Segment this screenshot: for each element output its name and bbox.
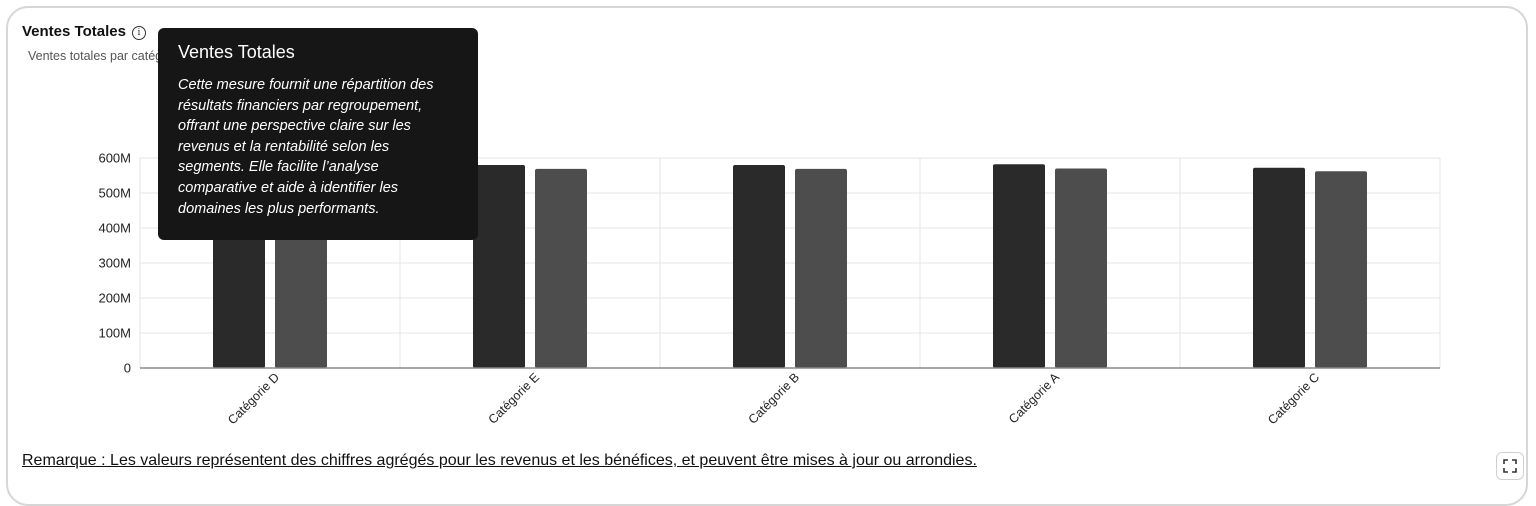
bar (535, 168, 587, 368)
y-tick-label: 100M (98, 326, 131, 341)
chart-title: Ventes Totales (22, 22, 126, 40)
expand-icon (1503, 459, 1517, 473)
title-row: Ventes Totales i (22, 22, 146, 40)
tooltip-title: Ventes Totales (178, 42, 295, 62)
expand-button[interactable] (1496, 452, 1524, 480)
x-tick-label: Catégorie D (225, 370, 282, 427)
y-tick-label: 600M (98, 151, 131, 166)
bar (993, 164, 1045, 368)
info-tooltip: Ventes Totales Cette mesure fournit une … (158, 28, 478, 240)
bar-chart: 0 100M 200M 300M 400M 500M 600M Catégorie D Caté… (98, 151, 1441, 427)
bar (473, 165, 525, 368)
x-tick-label: Catégorie A (1006, 370, 1063, 427)
y-tick-label: 400M (98, 221, 131, 236)
y-tick-label: 300M (98, 256, 131, 271)
bar (1055, 168, 1107, 368)
chart-subtitle: Ventes totales par catégorie (28, 49, 183, 63)
bar (733, 165, 785, 368)
y-tick-label: 200M (98, 291, 131, 306)
footnote: Remarque : Les valeurs représentent des … (22, 452, 977, 469)
bar (795, 168, 847, 368)
x-tick-label: Catégorie B (746, 370, 803, 427)
tooltip-body: Cette mesure fournit une répartition des… (178, 77, 434, 217)
bar (1315, 171, 1367, 368)
y-tick-label: 0 (124, 361, 131, 376)
x-tick-label: Catégorie E (486, 370, 543, 427)
x-tick-label: Catégorie C (1265, 370, 1322, 427)
info-icon[interactable]: i (131, 26, 146, 40)
bar (1253, 167, 1305, 368)
y-tick-label: 500M (98, 186, 131, 201)
